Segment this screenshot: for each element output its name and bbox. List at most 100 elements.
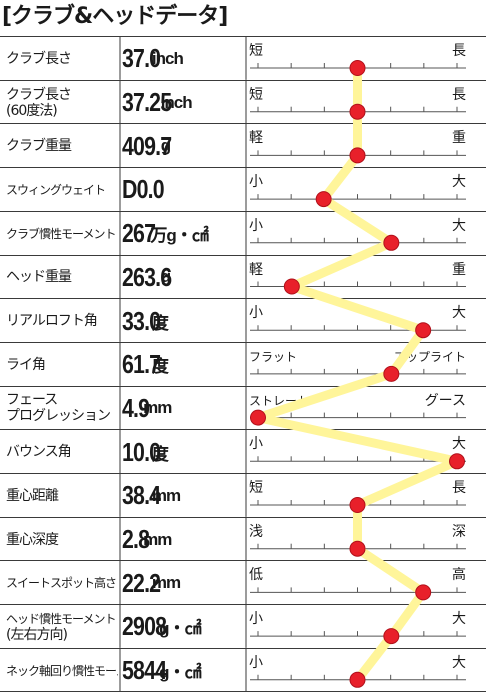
data-point [349, 147, 366, 164]
row-value: 37.25 inch [122, 81, 246, 125]
axis-label-left: 小 [249, 174, 263, 191]
axis-label-right: 大 [452, 174, 466, 191]
axis-label-right: 長 [452, 43, 466, 59]
row-label: リアルロフト角 [6, 299, 118, 343]
axis-label-right: 重 [452, 130, 466, 147]
axis-label-left: 小 [249, 654, 263, 671]
axis-label-right: アップライト [393, 349, 466, 364]
axis-label-left: 短 [249, 86, 263, 103]
axis-label-left: 軽 [249, 261, 263, 278]
axis-label-left: 浅 [249, 523, 263, 540]
row-label-line: クラブ重量 [6, 138, 72, 155]
data-row: スイートスポット高さ 22.2 mm 低高 [0, 560, 486, 605]
axis-label-left: 小 [249, 436, 263, 453]
data-point [349, 540, 366, 557]
chart-title: [クラブ&ヘッドデータ] [2, 4, 228, 29]
row-label: クラブ慣性モーメント [6, 212, 118, 256]
axis-label-right: 大 [452, 217, 466, 234]
row-value: 267 万g・㎠ [122, 212, 246, 256]
row-label-line: クラブ長さ [6, 50, 72, 67]
data-point [383, 234, 400, 251]
row-label-line: スウィングウェイト [6, 182, 106, 197]
data-row: バウンス角 10.0 度 小 大 [0, 429, 486, 474]
data-row: ライ角 61.7 度フラット アップライト [0, 341, 486, 387]
row-label: ネック軸回り慣性モーメント [6, 649, 118, 692]
value-unit: g [160, 136, 171, 156]
value-number: 37.25 [122, 87, 172, 118]
data-row: クラブ重量 409.7 g 軽重 [0, 123, 486, 168]
row-label: フェース プログレッション [6, 387, 118, 431]
axis-label-left: 軽 [249, 130, 263, 147]
data-point [383, 365, 400, 382]
row-label-line: クラブ慣性モーメント [6, 226, 117, 241]
row-label: バウンス角 [6, 430, 118, 474]
axis-label-left: 短 [249, 43, 263, 59]
value-unit: mm [151, 485, 181, 505]
data-point [449, 453, 465, 470]
value-unit: g・㎠ [159, 619, 201, 639]
data-row: クラブ長さ 37.0 inch 短 長 [0, 36, 486, 81]
value-unit: 度 [151, 444, 169, 464]
value-number: 409.7 [122, 130, 172, 161]
row-value: 4.9 mm [122, 387, 246, 431]
value-number: 61.7 [122, 349, 161, 380]
row-label-line: (左右方向) [6, 626, 68, 643]
row-label-line: 重心深度 [6, 531, 59, 548]
row-value: 409.7 g [122, 124, 246, 168]
row-label: ヘッド慣性モーメント (左右方向) [6, 605, 118, 649]
data-point [383, 628, 400, 645]
axis-label-right: 大 [452, 654, 466, 671]
row-value: 22.2 mm [122, 561, 246, 605]
row-value: 37.0 inch [122, 37, 246, 81]
axis-label-right: 高 [452, 567, 466, 584]
row-label-line: (60度法) [6, 102, 58, 119]
data-row: ヘッド重量 263.6 g 軽重 [0, 254, 486, 300]
row-label: クラブ長さ (60度法) [6, 81, 118, 125]
value-unit: 度 [151, 313, 169, 333]
row-label: スウィングウェイト [6, 168, 118, 212]
value-unit: mm [151, 573, 181, 593]
value-number: 2908 [122, 611, 167, 642]
row-label-line: ヘッド慣性モーメント [6, 611, 117, 626]
row-value: 5844 g・㎠ [122, 649, 246, 692]
value-number: 22.2 [122, 567, 161, 598]
row-value: 38.4 mm [122, 474, 246, 518]
data-point [415, 322, 432, 339]
row-value: 2.8 mm [122, 518, 246, 562]
axis-label-right: 大 [452, 611, 466, 628]
data-point [349, 497, 366, 513]
row-label-line: クラブ長さ [6, 86, 72, 103]
axis-label-right: 長 [452, 86, 466, 103]
axis-label-right: 深 [452, 523, 466, 540]
data-point [283, 278, 300, 295]
value-number: 38.4 [122, 480, 161, 511]
row-label-line: リアルロフト角 [6, 313, 98, 330]
value-unit: 度 [151, 357, 169, 377]
data-row: クラブ長さ (60度法) 37.25 inch 短長 [0, 79, 486, 125]
value-number: 10.0 [122, 436, 161, 467]
row-label-line: ヘッド重量 [6, 269, 72, 286]
value-unit: mm [143, 529, 172, 549]
value-number: D0.0 [122, 174, 165, 205]
row-label: スイートスポット高さ [6, 561, 118, 605]
row-label-line: ライ角 [6, 356, 46, 373]
data-point [415, 584, 432, 601]
data-row: スウィングウェイト D0.0 小 大 [0, 167, 486, 212]
value-unit: g [160, 267, 171, 287]
row-label-line: フェース [6, 392, 58, 409]
axis-label-right: 大 [452, 436, 466, 453]
axis-label-right: 大 [452, 305, 466, 322]
axis-label-right: 重 [452, 261, 466, 278]
value-unit: inch [151, 48, 184, 68]
axis-label-left: 小 [249, 217, 263, 234]
data-point [349, 103, 366, 120]
value-number: 267 [122, 218, 156, 249]
row-value: 2908 g・㎠ [122, 605, 246, 649]
value-number: 5844 [122, 655, 167, 686]
row-label-line: ネック軸回り慣性モーメント [6, 663, 118, 678]
axis-label-left: 短 [249, 480, 263, 496]
row-label-line: プログレッション [6, 408, 111, 425]
row-label: クラブ重量 [6, 124, 118, 168]
